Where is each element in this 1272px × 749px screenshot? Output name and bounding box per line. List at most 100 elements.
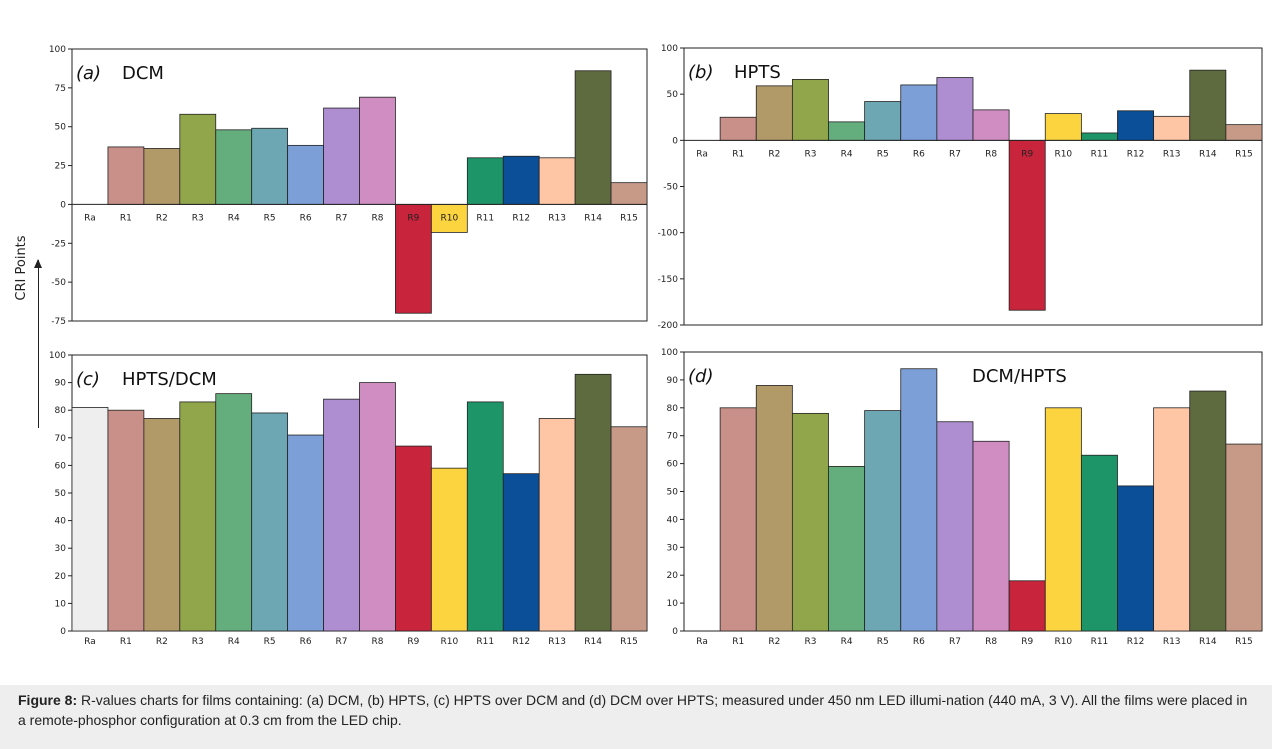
- x-tick-label: R14: [584, 213, 602, 223]
- bar-r15: [1225, 443, 1263, 632]
- x-tick-label: R12: [512, 213, 530, 223]
- x-tick-label: R15: [1235, 149, 1253, 159]
- x-tick-label: R4: [228, 637, 240, 647]
- panel-letter: (b): [688, 62, 713, 83]
- x-tick-label: R1: [732, 637, 744, 647]
- x-tick-label: R14: [1199, 637, 1217, 647]
- y-tick-label: 100: [49, 351, 66, 361]
- y-tick-label: 25: [55, 162, 66, 172]
- bar-r4: [828, 121, 866, 141]
- bar-r5: [864, 410, 902, 632]
- bar-r13: [1153, 115, 1191, 141]
- y-tick-label: 75: [55, 84, 66, 94]
- y-tick-label: 100: [49, 45, 66, 55]
- x-tick-label: R7: [949, 149, 961, 159]
- x-tick-label: Ra: [696, 637, 708, 647]
- x-tick-label: R7: [336, 637, 348, 647]
- bar-r12: [502, 473, 540, 632]
- panel-title: HPTS/DCM: [122, 369, 217, 390]
- x-tick-label: R8: [371, 637, 383, 647]
- bar-r4: [215, 393, 253, 632]
- y-tick-label: -50: [51, 278, 66, 288]
- x-tick-label: R7: [336, 213, 348, 223]
- x-tick-label: R12: [1127, 149, 1145, 159]
- x-tick-label: R6: [300, 213, 312, 223]
- x-tick-label: Ra: [696, 149, 708, 159]
- x-tick-label: R10: [440, 213, 458, 223]
- x-tick-label: R12: [512, 637, 530, 647]
- chart-panel-4: 0 10 20 30 40 50 60 70 80 90 100 Ra R1 R2 R3 R4 R5 R6 R7 R8…: [661, 348, 1263, 647]
- bar-r14: [1189, 390, 1227, 632]
- bar-r11: [1080, 454, 1118, 632]
- bar-r5: [251, 127, 289, 205]
- x-tick-label: R3: [804, 637, 816, 647]
- y-tick-label: -25: [51, 239, 66, 249]
- y-tick-label: 50: [55, 123, 67, 133]
- caption-text: R-values charts for films containing: (a…: [18, 692, 1248, 728]
- panel-letter: (d): [688, 366, 713, 387]
- y-tick-label: 60: [667, 460, 679, 470]
- bar-r11: [466, 157, 504, 205]
- y-tick-label: 0: [672, 627, 678, 637]
- panel-title: HPTS: [734, 62, 781, 83]
- bar-r6: [287, 144, 324, 205]
- x-tick-label: R10: [1054, 637, 1072, 647]
- bar-r7: [936, 421, 974, 632]
- x-tick-label: R14: [1199, 149, 1217, 159]
- bar-r5: [251, 412, 289, 632]
- x-tick-label: Ra: [84, 213, 96, 223]
- x-tick-label: R1: [120, 213, 132, 223]
- chart-panel-1: -75 -50 -25 0 25 50 75 100 Ra R1 R2 R3 R4 R5 R6 R7 R8 R9 R…: [49, 45, 648, 327]
- bar-r10: [430, 467, 468, 632]
- y-tick-label: 30: [55, 544, 67, 554]
- y-tick-label: 50: [667, 488, 679, 498]
- x-tick-label: R11: [1091, 637, 1109, 647]
- bar-r11: [1080, 132, 1118, 141]
- y-tick-label: 40: [667, 515, 679, 525]
- y-tick-label: -100: [658, 229, 679, 239]
- chart-panel-2: -200 -150 -100 -50 0 50 100 Ra R1 R2 R3 R4 R5 R6 R7 R8 R…: [658, 44, 1263, 331]
- y-tick-label: 10: [667, 599, 679, 609]
- y-tick-label: 50: [667, 90, 679, 100]
- bar-r1: [107, 409, 145, 632]
- x-tick-label: Ra: [84, 637, 96, 647]
- y-tick-label: 0: [60, 200, 66, 210]
- bar-r13: [538, 157, 576, 205]
- y-tick-label: 20: [667, 571, 679, 581]
- x-tick-label: R6: [300, 637, 312, 647]
- x-tick-label: R10: [1054, 149, 1072, 159]
- bar-r1: [107, 146, 145, 205]
- bar-r7: [936, 77, 974, 141]
- x-tick-label: R9: [407, 213, 419, 223]
- bar-r2: [143, 418, 181, 632]
- x-tick-label: R9: [407, 637, 419, 647]
- y-axis-arrow: [38, 260, 39, 428]
- bar-r6: [900, 368, 938, 632]
- x-tick-label: R5: [264, 213, 276, 223]
- y-tick-label: 70: [55, 434, 67, 444]
- bar-r3: [179, 113, 217, 205]
- bar-r8: [972, 440, 1010, 632]
- y-tick-label: 90: [55, 379, 67, 389]
- x-tick-label: R8: [371, 213, 383, 223]
- x-tick-label: R2: [768, 149, 780, 159]
- bar-r7: [323, 398, 360, 632]
- figure-caption: Figure 8: R-values charts for films cont…: [18, 690, 1258, 730]
- bar-r4: [215, 129, 253, 205]
- caption-box: [0, 685, 1272, 749]
- x-tick-label: R10: [440, 637, 458, 647]
- bar-r12: [502, 155, 540, 205]
- x-tick-label: R12: [1127, 637, 1145, 647]
- x-tick-label: R2: [156, 637, 168, 647]
- x-tick-label: R9: [1021, 149, 1033, 159]
- x-tick-label: R2: [768, 637, 780, 647]
- bar-r9: [1008, 580, 1046, 632]
- y-axis-label: CRI Points: [14, 235, 29, 301]
- bar-r8: [359, 382, 396, 632]
- x-tick-label: R13: [1163, 637, 1181, 647]
- caption-label: Figure 8:: [18, 692, 78, 708]
- x-tick-label: R5: [877, 637, 889, 647]
- bar-r3: [791, 412, 829, 632]
- y-tick-label: 20: [55, 572, 67, 582]
- panel-title: DCM/HPTS: [972, 366, 1067, 387]
